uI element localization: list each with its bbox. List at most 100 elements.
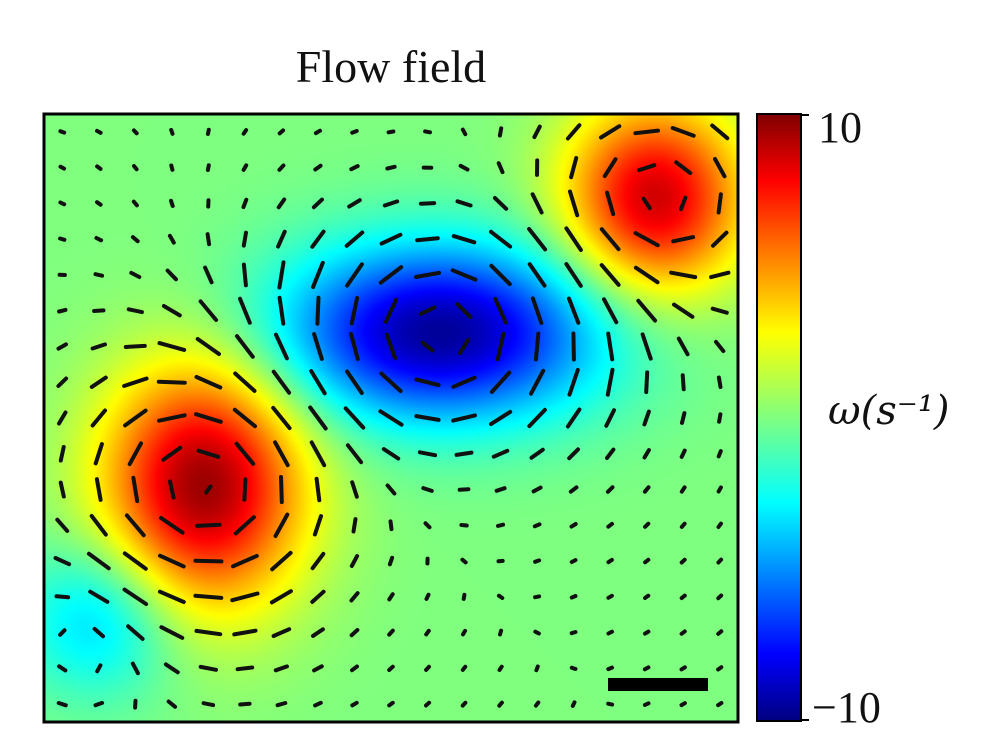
- velocity-vector-232: [203, 265, 214, 285]
- velocity-vector-307: [169, 127, 175, 136]
- velocity-vector-51: [533, 629, 541, 636]
- velocity-vector-62: [230, 591, 260, 603]
- velocity-vector-262: [599, 227, 621, 252]
- velocity-vector-240: [489, 263, 512, 287]
- velocity-vector-229: [93, 272, 105, 278]
- velocity-vector-27: [350, 664, 359, 673]
- velocity-vector-165: [527, 407, 547, 429]
- velocity-vector-316: [497, 126, 504, 138]
- velocity-vector-41: [159, 625, 185, 640]
- velocity-vector-87: [460, 557, 468, 565]
- velocity-vector-15: [606, 701, 615, 707]
- velocity-vector-252: [241, 230, 248, 248]
- velocity-vector-171: [56, 376, 69, 388]
- velocity-vector-289: [205, 163, 211, 172]
- velocity-vector-164: [489, 409, 513, 427]
- velocity-vector-167: [604, 408, 616, 428]
- velocity-vector-78: [122, 551, 148, 571]
- velocity-vector-71: [569, 594, 578, 600]
- velocity-vector-254: [310, 229, 326, 249]
- velocity-vector-136: [161, 445, 183, 462]
- velocity-vector-155: [157, 413, 187, 423]
- velocity-vector-251: [205, 232, 212, 247]
- velocity-vector-247: [58, 236, 67, 242]
- velocity-vector-280: [568, 189, 580, 218]
- velocity-vector-70: [533, 594, 542, 600]
- velocity-vector-166: [565, 407, 582, 429]
- velocity-vector-160: [343, 406, 366, 430]
- velocity-vector-61: [193, 593, 224, 600]
- velocity-vector-54: [643, 629, 651, 636]
- velocity-vector-7: [313, 700, 323, 708]
- velocity-vector-209: [57, 307, 68, 314]
- velocity-vector-211: [126, 307, 144, 315]
- velocity-vector-116: [131, 475, 140, 504]
- velocity-vector-294: [385, 164, 397, 171]
- velocity-vector-186: [605, 367, 615, 397]
- velocity-vector-56: [716, 629, 724, 636]
- velocity-vector-28: [387, 664, 395, 672]
- velocity-vector-53: [606, 629, 614, 636]
- velocity-vector-93: [679, 557, 687, 565]
- velocity-vector-17: [679, 701, 687, 708]
- velocity-vector-321: [670, 126, 696, 138]
- velocity-vector-127: [531, 485, 543, 494]
- velocity-vector-250: [167, 233, 176, 245]
- velocity-vector-25: [273, 664, 289, 673]
- velocity-vector-275: [382, 199, 400, 208]
- velocity-vector-37: [716, 665, 724, 672]
- velocity-vector-158: [271, 405, 292, 431]
- velocity-vector-65: [349, 591, 360, 603]
- velocity-vector-63: [269, 589, 293, 605]
- velocity-vector-74: [679, 593, 687, 601]
- velocity-vector-138: [234, 441, 256, 466]
- velocity-vector-194: [195, 337, 221, 356]
- velocity-vector-118: [204, 484, 213, 495]
- velocity-vector-150: [679, 448, 687, 459]
- velocity-vector-156: [194, 412, 223, 424]
- velocity-vector-260: [527, 227, 548, 252]
- velocity-vector-22: [163, 662, 180, 675]
- velocity-vector-309: [241, 128, 249, 136]
- velocity-vector-85: [387, 555, 395, 567]
- velocity-vector-42: [194, 628, 223, 637]
- velocity-vector-283: [679, 195, 688, 212]
- velocity-vector-312: [350, 129, 359, 135]
- velocity-vector-75: [716, 593, 724, 601]
- velocity-vector-235: [311, 260, 325, 289]
- velocity-vector-234: [277, 260, 286, 290]
- velocity-vector-5: [238, 701, 252, 707]
- velocity-vector-286: [95, 164, 103, 171]
- velocity-vector-176: [233, 371, 257, 393]
- velocity-vector-109: [569, 522, 578, 529]
- velocity-vector-1: [93, 700, 105, 708]
- velocity-vector-114: [58, 480, 66, 499]
- velocity-vector-117: [168, 479, 176, 500]
- velocity-vector-32: [534, 664, 540, 673]
- velocity-vector-147: [567, 447, 580, 461]
- velocity-vector-96: [89, 514, 108, 537]
- velocity-vector-278: [492, 196, 509, 211]
- velocity-vector-170: [717, 412, 723, 424]
- velocity-vector-148: [605, 447, 616, 460]
- velocity-vector-69: [496, 593, 505, 600]
- velocity-vector-314: [423, 129, 432, 135]
- velocity-vector-203: [533, 331, 541, 362]
- velocity-vector-40: [126, 624, 145, 641]
- velocity-vector-162: [414, 414, 441, 422]
- velocity-vector-259: [489, 229, 513, 249]
- velocity-vector-224: [602, 297, 619, 325]
- velocity-vector-279: [530, 192, 544, 215]
- velocity-vector-195: [235, 334, 255, 359]
- velocity-vector-12: [497, 700, 504, 708]
- velocity-vector-310: [277, 128, 286, 136]
- velocity-vector-192: [123, 343, 147, 349]
- velocity-vector-76: [53, 556, 72, 567]
- velocity-vector-field: [53, 123, 731, 710]
- velocity-vector-43: [232, 628, 258, 637]
- velocity-vector-267: [95, 200, 103, 207]
- plot-area: [44, 114, 738, 722]
- velocity-vector-113: [716, 521, 723, 529]
- velocity-vector-33: [569, 665, 578, 671]
- velocity-vector-233: [241, 262, 248, 288]
